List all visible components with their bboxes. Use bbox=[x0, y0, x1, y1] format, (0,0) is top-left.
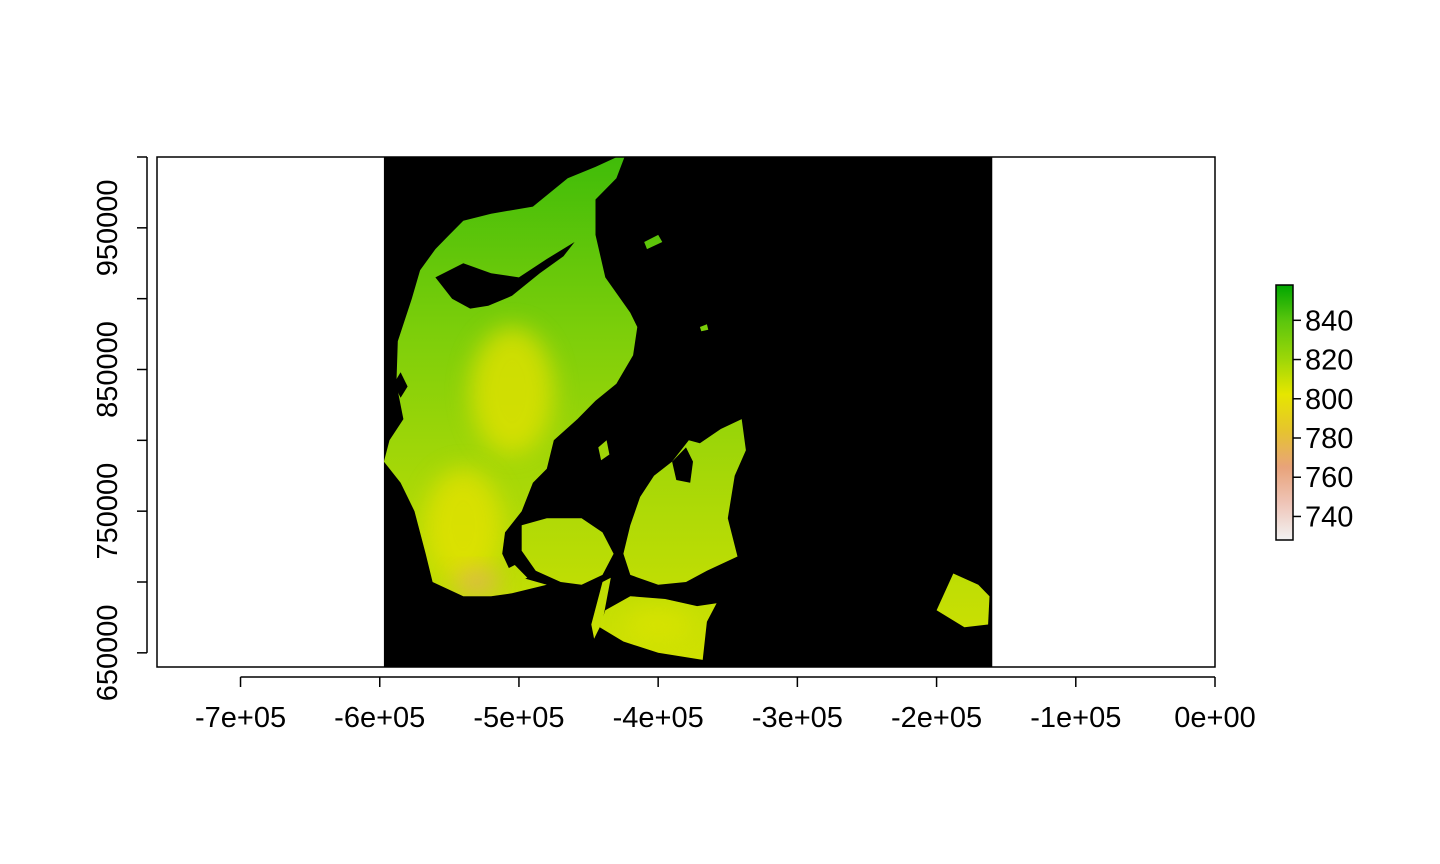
x-axis: -7e+05 -6e+05 -5e+05 -4e+05 -3e+05 -2e+05 -1e+… bbox=[195, 676, 1256, 734]
colorbar-tick-label: 800 bbox=[1305, 384, 1353, 416]
x-tick-label: 0e+00 bbox=[1174, 702, 1255, 734]
land-bornholm bbox=[936, 573, 990, 628]
colorbar-tick-label: 820 bbox=[1305, 345, 1353, 377]
x-tick-label: -2e+05 bbox=[891, 702, 982, 734]
highlight-south-jutland-lowland bbox=[454, 569, 500, 595]
land-zealand bbox=[623, 419, 746, 585]
colorbar-tick-label: 780 bbox=[1305, 423, 1353, 455]
colorbar-ramp bbox=[1275, 284, 1294, 541]
x-tick-label: -6e+05 bbox=[334, 702, 425, 734]
land-laeso bbox=[644, 234, 663, 250]
highlight-south-jutland bbox=[424, 468, 503, 582]
highlight-lolland-central bbox=[623, 607, 693, 642]
highlight-mid-jutland-ridge bbox=[470, 327, 554, 455]
x-tick-label: -3e+05 bbox=[752, 702, 843, 734]
y-tick-label: 650000 bbox=[92, 604, 124, 701]
land-funen bbox=[521, 518, 614, 585]
x-tick-label: -7e+05 bbox=[195, 702, 286, 734]
land-anholt bbox=[699, 324, 709, 332]
plot-frame bbox=[156, 156, 1216, 668]
x-tick-label: -1e+05 bbox=[1030, 702, 1121, 734]
inlet-limfjord bbox=[435, 242, 575, 309]
colorbar-legend: 740 760 780 800 820 840 bbox=[1275, 284, 1353, 541]
y-tick-label: 950000 bbox=[92, 179, 124, 276]
colorbar-tick-label: 840 bbox=[1305, 305, 1353, 337]
x-tick-label: -4e+05 bbox=[613, 702, 704, 734]
inlet-isefjord bbox=[672, 447, 693, 483]
y-axis: 650000 750000 850000 950000 bbox=[92, 156, 148, 701]
land-langeland bbox=[591, 577, 611, 639]
raster-layer bbox=[383, 157, 993, 667]
y-tick-label: 750000 bbox=[92, 463, 124, 560]
colorbar-tick-label: 760 bbox=[1305, 462, 1353, 494]
land-samso bbox=[598, 440, 610, 461]
x-tick-label: -5e+05 bbox=[473, 702, 564, 734]
y-tick-label: 850000 bbox=[92, 321, 124, 418]
elevation-highlight-group bbox=[424, 327, 693, 642]
land-als bbox=[495, 565, 528, 585]
colorbar-tick-label: 740 bbox=[1305, 501, 1353, 533]
inlet-ringkobing-fjord bbox=[393, 372, 408, 398]
water-inlet-group bbox=[393, 242, 693, 483]
